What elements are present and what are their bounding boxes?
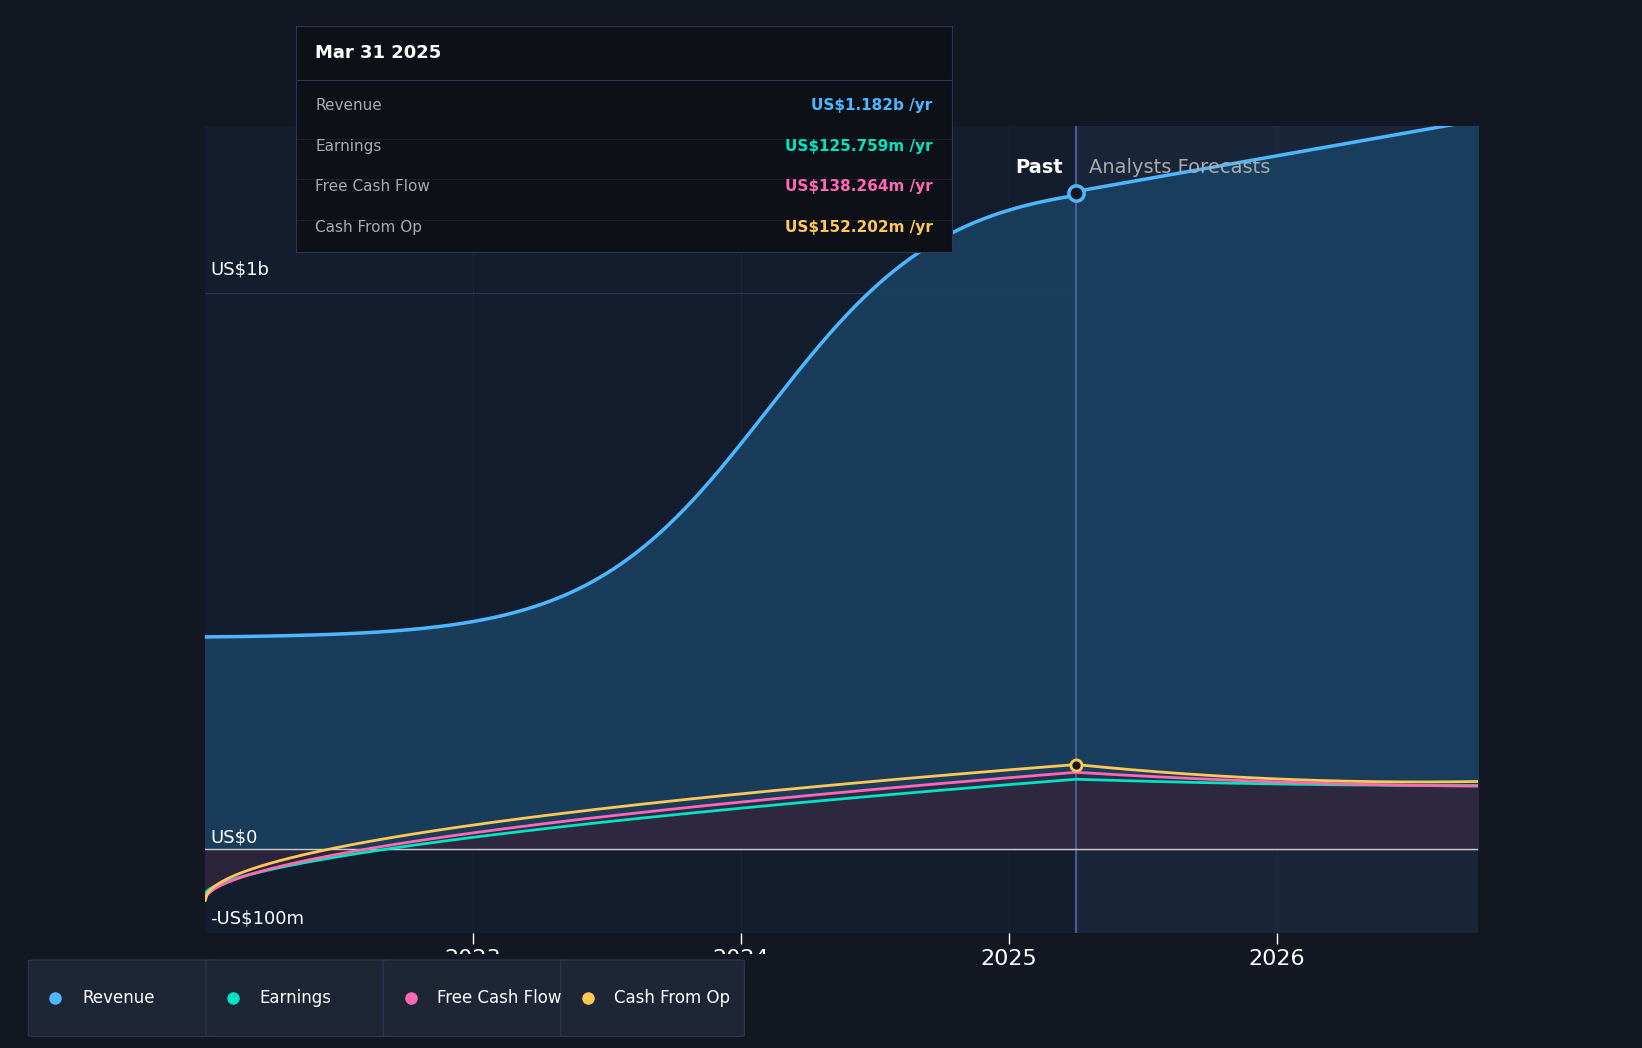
FancyBboxPatch shape: [28, 960, 212, 1036]
Text: US$152.202m /yr: US$152.202m /yr: [785, 220, 933, 235]
Text: Earnings: Earnings: [259, 989, 332, 1007]
Text: US$125.759m /yr: US$125.759m /yr: [785, 139, 933, 154]
Text: Cash From Op: Cash From Op: [315, 220, 422, 235]
FancyBboxPatch shape: [205, 960, 389, 1036]
Bar: [1076, 126, 1478, 933]
Text: Cash From Op: Cash From Op: [614, 989, 731, 1007]
Text: Revenue: Revenue: [315, 99, 383, 113]
FancyBboxPatch shape: [383, 960, 566, 1036]
Text: Revenue: Revenue: [82, 989, 154, 1007]
Text: US$1.182b /yr: US$1.182b /yr: [811, 99, 933, 113]
Text: Mar 31 2025: Mar 31 2025: [315, 44, 442, 62]
Text: Free Cash Flow: Free Cash Flow: [315, 179, 430, 195]
Text: US$1b: US$1b: [210, 261, 269, 279]
Text: US$0: US$0: [210, 829, 258, 847]
Text: Free Cash Flow: Free Cash Flow: [437, 989, 562, 1007]
FancyBboxPatch shape: [562, 960, 744, 1036]
Text: -US$100m: -US$100m: [210, 910, 305, 927]
Text: US$138.264m /yr: US$138.264m /yr: [785, 179, 933, 195]
Text: Past: Past: [1015, 158, 1062, 177]
Text: Earnings: Earnings: [315, 139, 381, 154]
Text: Analysts Forecasts: Analysts Forecasts: [1089, 158, 1271, 177]
